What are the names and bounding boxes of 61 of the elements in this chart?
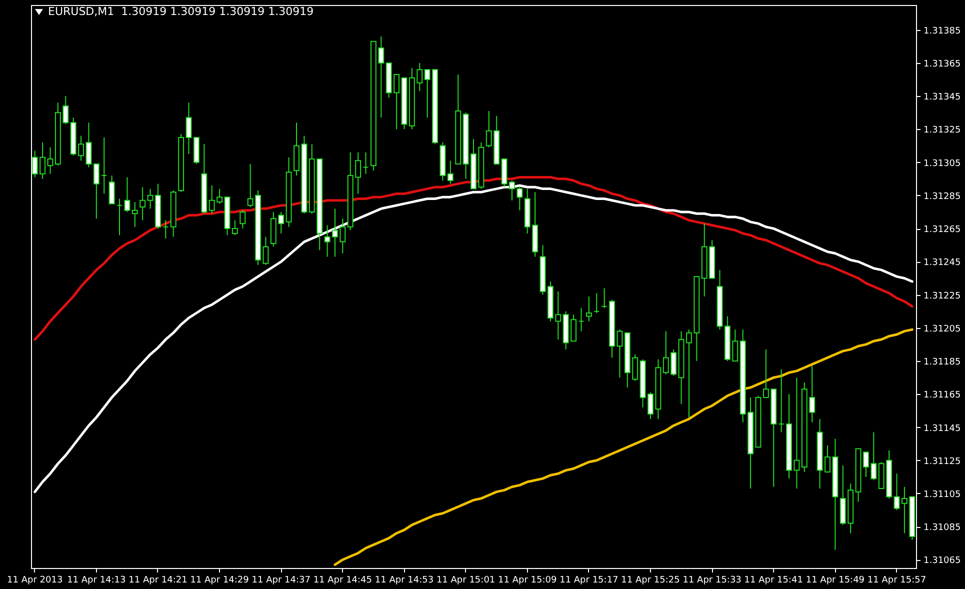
x-tick-label: 11 Apr 15:25 [621,576,680,586]
y-tick-label: 1.31245 [924,258,961,268]
candlestick [86,122,92,168]
x-tick-label: 11 Apr 15:41 [744,576,803,586]
candlestick [162,220,169,239]
y-tick-label: 1.31105 [924,490,961,500]
x-tick-label: 11 Apr 14:29 [190,576,250,586]
x-tick-label: 11 Apr 15:57 [867,576,926,586]
x-tick-label: 11 Apr 15:17 [560,576,618,586]
candlestick [132,202,138,228]
candlestick [101,136,108,194]
candlestick [186,102,192,155]
candlestick [147,188,154,210]
y-tick-label: 1.31065 [924,556,961,566]
y-tick-label: 1.31205 [924,324,961,334]
candlestick [894,473,900,511]
x-tick-label: 11 Apr 14:53 [374,576,434,586]
x-tick-label: 11 Apr 15:09 [498,576,557,586]
x-tick-label: 11 Apr 14:45 [313,576,372,586]
y-tick-label: 1.31085 [924,523,961,534]
y-tick-label: 1.31165 [924,390,961,401]
candlestick [362,152,369,174]
line-series [34,176,914,341]
candlestick [578,308,584,332]
candlestick [240,210,246,230]
candlestick [47,146,54,174]
candlestick [601,288,608,309]
y-tick-label: 1.31285 [924,192,961,202]
line-series [334,328,914,566]
candlestick [586,296,592,322]
y-tick-label: 1.31185 [924,358,961,368]
y-tick-label: 1.31225 [924,291,961,302]
y-tick-label: 1.31305 [924,158,961,169]
candlestick [447,160,454,184]
candlestick [116,198,122,236]
x-tick-label: 11 Apr 2013 [7,576,63,586]
y-tick-label: 1.31125 [924,456,961,467]
x-tick-label: 11 Apr 15:49 [806,576,865,586]
y-tick-label: 1.31385 [924,26,961,36]
y-tick-label: 1.31345 [924,92,961,103]
chart-title: EURUSD,M1 1.30919 1.30919 1.30919 1.30919 [48,5,314,18]
candlestick [794,377,800,490]
x-tick-label: 11 Apr 14:21 [128,576,188,586]
candlestick [124,176,130,212]
candlestick [262,236,269,266]
candlestick [140,186,146,221]
y-tick-label: 1.31365 [924,59,961,70]
candlestick [324,224,330,258]
x-tick-label: 11 Apr 14:37 [252,576,310,586]
y-tick-label: 1.31145 [924,424,961,434]
candlestick [108,175,115,204]
candlestick [93,163,100,220]
candlestick [594,292,600,314]
y-tick-label: 1.31265 [924,225,961,236]
x-tick-label: 11 Apr 15:33 [682,576,742,586]
x-tick-label: 11 Apr 15:01 [436,576,496,586]
candlestick [778,368,784,433]
candlestick [232,220,238,236]
y-tick-label: 1.31325 [924,126,961,136]
x-tick-label: 11 Apr 14:13 [67,576,126,586]
candlestick [616,329,623,378]
